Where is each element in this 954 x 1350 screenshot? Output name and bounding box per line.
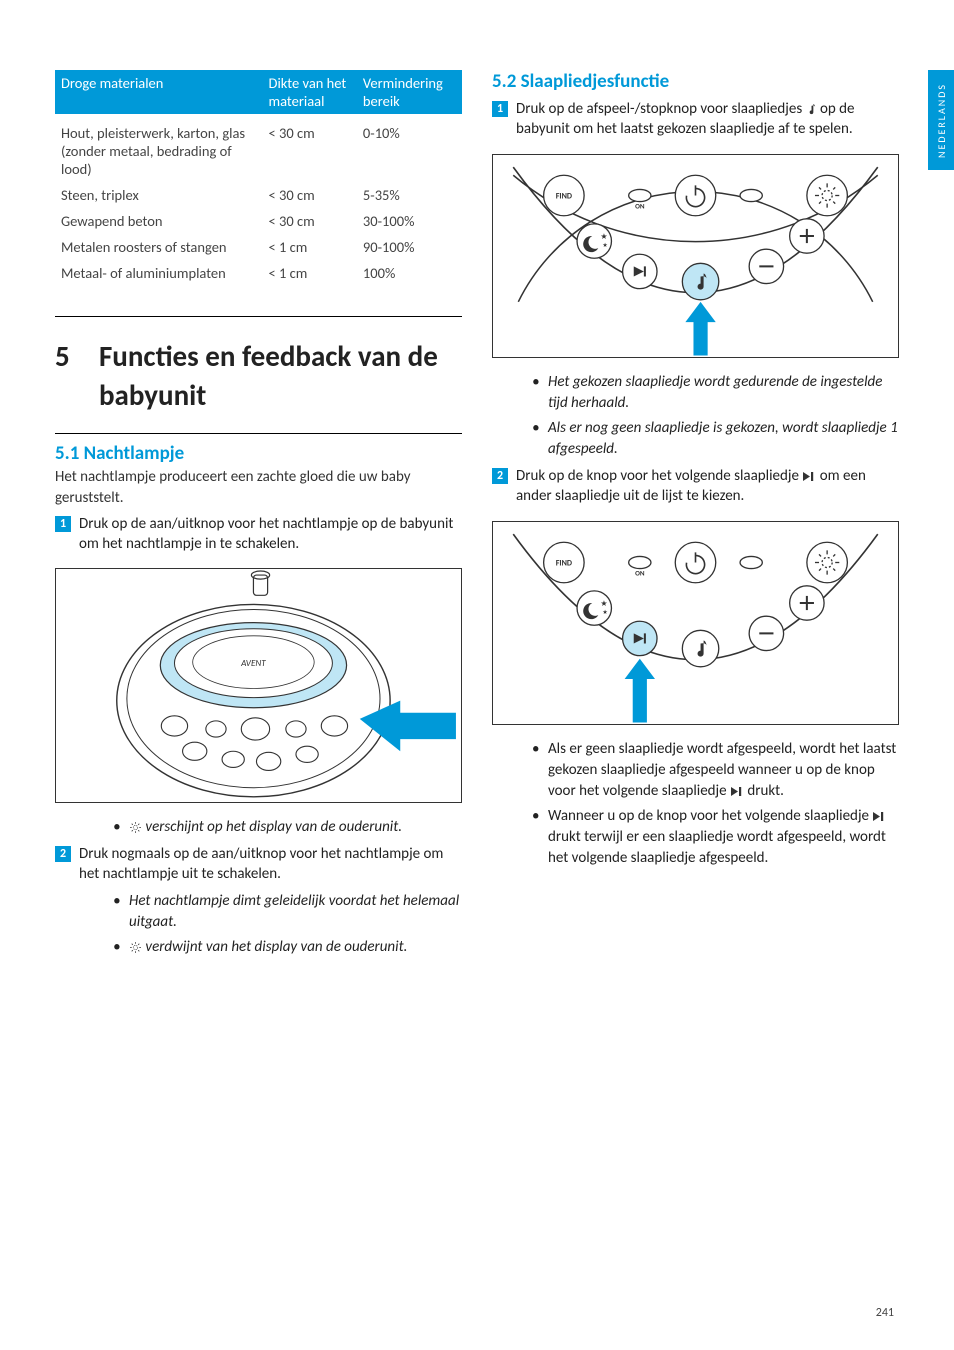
control-panel-illustration: FIND ON ★★	[493, 155, 898, 358]
result-list: Als er geen slaapliedje wordt afgespeeld…	[492, 739, 899, 869]
next-track-icon	[802, 471, 816, 482]
chapter-divider	[55, 316, 462, 317]
table-header: Droge materialen	[55, 70, 263, 114]
step-text: Druk op de aan/uitknop voor het nachtlam…	[79, 514, 462, 555]
svg-text:FIND: FIND	[556, 558, 572, 568]
table-header: Vermindering bereik	[357, 70, 462, 114]
result-item: Als er geen slaapliedje wordt afgespeeld…	[532, 739, 899, 802]
result-list: verschijnt op het display van de ouderun…	[55, 817, 462, 838]
chapter-number: 5	[55, 337, 99, 376]
step-2: 2 Druk op de knop voor het volgende slaa…	[492, 466, 899, 507]
page-number: 241	[876, 1306, 894, 1320]
svg-text:★: ★	[602, 608, 607, 616]
table-row: Hout, pleisterwerk, karton, glas (zonder…	[55, 114, 462, 182]
svg-text:AVENT: AVENT	[240, 658, 266, 669]
step-marker: 1	[55, 516, 71, 532]
find-label: FIND	[556, 191, 572, 201]
language-tab-label: NEDERLANDS	[935, 83, 948, 158]
figure-nightlight: AVENT	[55, 568, 462, 803]
result-item: Het gekozen slaapliedje wordt gedurende …	[532, 372, 899, 414]
step-marker: 2	[55, 846, 71, 862]
step-marker: 2	[492, 468, 508, 484]
left-column: Droge materialen Dikte van het materiaal…	[55, 70, 462, 962]
right-column: 5.2 Slaapliedjesfunctie 1 Druk op de afs…	[492, 70, 899, 962]
chapter-title: Functies en feedback van de babyunit	[99, 337, 458, 415]
materials-table: Droge materialen Dikte van het materiaal…	[55, 70, 462, 286]
chapter-heading: 5Functies en feedback van de babyunit	[55, 337, 462, 415]
step-text: Druk nogmaals op de aan/uitknop voor het…	[79, 844, 462, 885]
result-item: Als er nog geen slaapliedje is gekozen, …	[532, 418, 899, 460]
babyunit-illustration: AVENT	[56, 569, 461, 802]
section-divider	[55, 433, 462, 434]
section-heading-52: 5.2 Slaapliedjesfunctie	[492, 70, 899, 93]
result-list: Het nachtlampje dimt geleidelijk voordat…	[55, 891, 462, 958]
result-item: verdwijnt van het display van de ouderun…	[113, 937, 462, 958]
sun-icon	[129, 941, 142, 954]
table-header: Dikte van het materiaal	[263, 70, 357, 114]
on-label: ON	[635, 201, 645, 210]
page-columns: Droge materialen Dikte van het materiaal…	[55, 70, 899, 962]
step-2: 2 Druk nogmaals op de aan/uitknop voor h…	[55, 844, 462, 885]
result-list: Het gekozen slaapliedje wordt gedurende …	[492, 372, 899, 460]
sun-icon	[129, 821, 142, 834]
svg-text:★: ★	[602, 241, 607, 249]
result-item: Wanneer u op de knop voor het volgende s…	[532, 806, 899, 869]
step-1: 1 Druk op de afspeel-/stopknop voor slaa…	[492, 99, 899, 140]
result-item: Het nachtlampje dimt geleidelijk voordat…	[113, 891, 462, 933]
music-note-icon	[806, 103, 817, 116]
next-track-icon	[872, 811, 886, 822]
step-marker: 1	[492, 101, 508, 117]
step-1: 1 Druk op de aan/uitknop voor het nachtl…	[55, 514, 462, 555]
table-row: Metalen roosters of stangen < 1 cm 90-10…	[55, 234, 462, 260]
section-heading-51: 5.1 Nachtlampje	[55, 442, 462, 465]
table-row: Gewapend beton < 30 cm 30-100%	[55, 208, 462, 234]
step-text: Druk op de afspeel-/stopknop voor slaapl…	[516, 99, 899, 140]
step-text: Druk op de knop voor het volgende slaapl…	[516, 466, 899, 507]
language-tab: NEDERLANDS	[928, 70, 954, 170]
section-intro: Het nachtlampje produceert een zachte gl…	[55, 467, 462, 508]
table-row: Metaal- of aluminiumplaten < 1 cm 100%	[55, 260, 462, 286]
figure-lullaby-play: FIND ON ★★	[492, 154, 899, 359]
svg-text:ON: ON	[635, 568, 645, 577]
figure-lullaby-next: FIND ON ★★	[492, 521, 899, 726]
next-track-icon	[730, 786, 744, 797]
table-row: Steen, triplex < 30 cm 5-35%	[55, 182, 462, 208]
result-item: verschijnt op het display van de ouderun…	[113, 817, 462, 838]
control-panel-illustration: FIND ON ★★	[493, 522, 898, 725]
